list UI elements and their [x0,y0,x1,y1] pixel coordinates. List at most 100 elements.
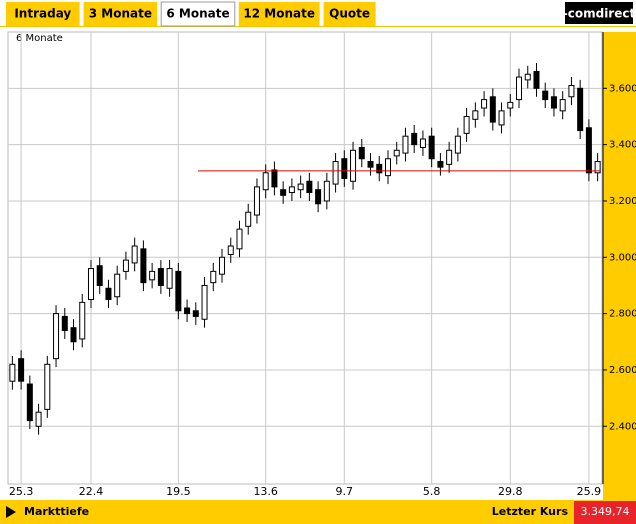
last-price-box [574,501,636,524]
x-tick-label: 5.8 [423,485,441,498]
footer-link[interactable]: Markttiefe [24,505,89,518]
candle-body [192,310,199,317]
candle-body [166,268,173,289]
candle-body [516,76,523,101]
candle-body [79,301,86,340]
x-tick-label: 25.9 [577,485,602,498]
candle-body [87,268,94,301]
candle-body [454,135,461,154]
candle-body [341,158,348,179]
tab-label[interactable]: 12 Monate [243,7,315,21]
candle-body [280,189,287,196]
candle-body [131,245,138,264]
candle-body [44,363,51,410]
candle-body [332,161,339,185]
candle-body [498,110,505,126]
candle-body [26,383,33,422]
candle-body [201,284,208,320]
candle-body [157,268,164,286]
candle-body [245,211,252,227]
candle-body [594,161,601,174]
candle-body [376,163,383,174]
y-tick-label: 3.400 [609,140,636,151]
candle-body [253,186,260,216]
tab-underline [0,26,636,27]
candle-body [550,96,557,109]
x-tick-label: 13.6 [253,485,278,498]
candle-body [175,270,182,312]
tab-label[interactable]: Intraday [14,7,71,21]
candle-body [114,273,121,298]
candle-body [219,256,226,275]
candle-body [350,149,357,182]
candle-body [367,161,374,168]
candle-body [149,270,156,281]
candle-body [419,138,426,148]
candle-body [577,87,584,132]
tab[interactable] [238,2,320,26]
candle-body [559,99,566,112]
y-tick-label: 3.200 [609,196,636,207]
candle-body [262,172,269,191]
logo-box [565,2,633,24]
candle-body [210,270,217,284]
candle-body [122,259,129,272]
chart-title: 6 Monate [16,33,63,44]
candle-body [271,169,278,188]
plot-area [7,31,603,485]
candle-body [446,149,453,165]
candle-body [9,363,16,382]
y-tick-label: 2.400 [609,421,636,432]
y-tick-label: 3.000 [609,252,636,263]
candle-body [358,146,365,160]
candle-body [489,96,496,123]
y-axis-strip [603,32,636,500]
candle-body [463,115,470,134]
logo: -comdirect [563,7,636,21]
candle-body [402,135,409,154]
y-tick-label: 2.800 [609,309,636,320]
candle-body [411,132,418,146]
last-price-label: Letzter Kurs [492,505,569,518]
candle-body [70,327,77,343]
candle-body [288,186,295,194]
last-price: 3.349,74 [581,505,630,518]
y-tick-label: 2.600 [609,365,636,376]
candle-body [140,248,147,284]
candle-body [585,127,592,174]
candle-body [61,315,68,332]
candle-body [393,149,400,157]
candle-body [507,101,514,109]
y-tick-label: 3.600 [609,83,636,94]
tab[interactable] [83,2,158,26]
candle-body [306,180,313,194]
candle-body [35,411,42,427]
x-tick-label: 22.4 [79,485,104,498]
candle-body [481,99,488,109]
candle-body [428,135,435,160]
candle-body [96,265,103,286]
tab[interactable] [6,2,80,26]
candle-body [437,161,444,168]
tab-label[interactable]: Quote [329,7,370,21]
candle-body [524,73,531,81]
candle-body [472,110,479,120]
candle-body [184,307,191,315]
x-tick-label: 19.5 [166,485,191,498]
x-tick-label: 9.7 [336,485,354,498]
candle-body [236,228,243,250]
candle-body [105,287,112,301]
candle-body [53,313,60,360]
candle-body [297,183,304,191]
candle-body [315,189,322,205]
tab-label[interactable]: 3 Monate [89,7,152,21]
candle-body [533,70,540,89]
candle-body [323,180,330,202]
tab[interactable] [160,1,236,27]
x-tick-label: 25.3 [9,485,34,498]
candle-body [542,90,549,101]
tab-label[interactable]: 6 Monate [166,7,229,21]
tab[interactable] [323,2,376,26]
footer-arrow[interactable] [6,506,16,518]
